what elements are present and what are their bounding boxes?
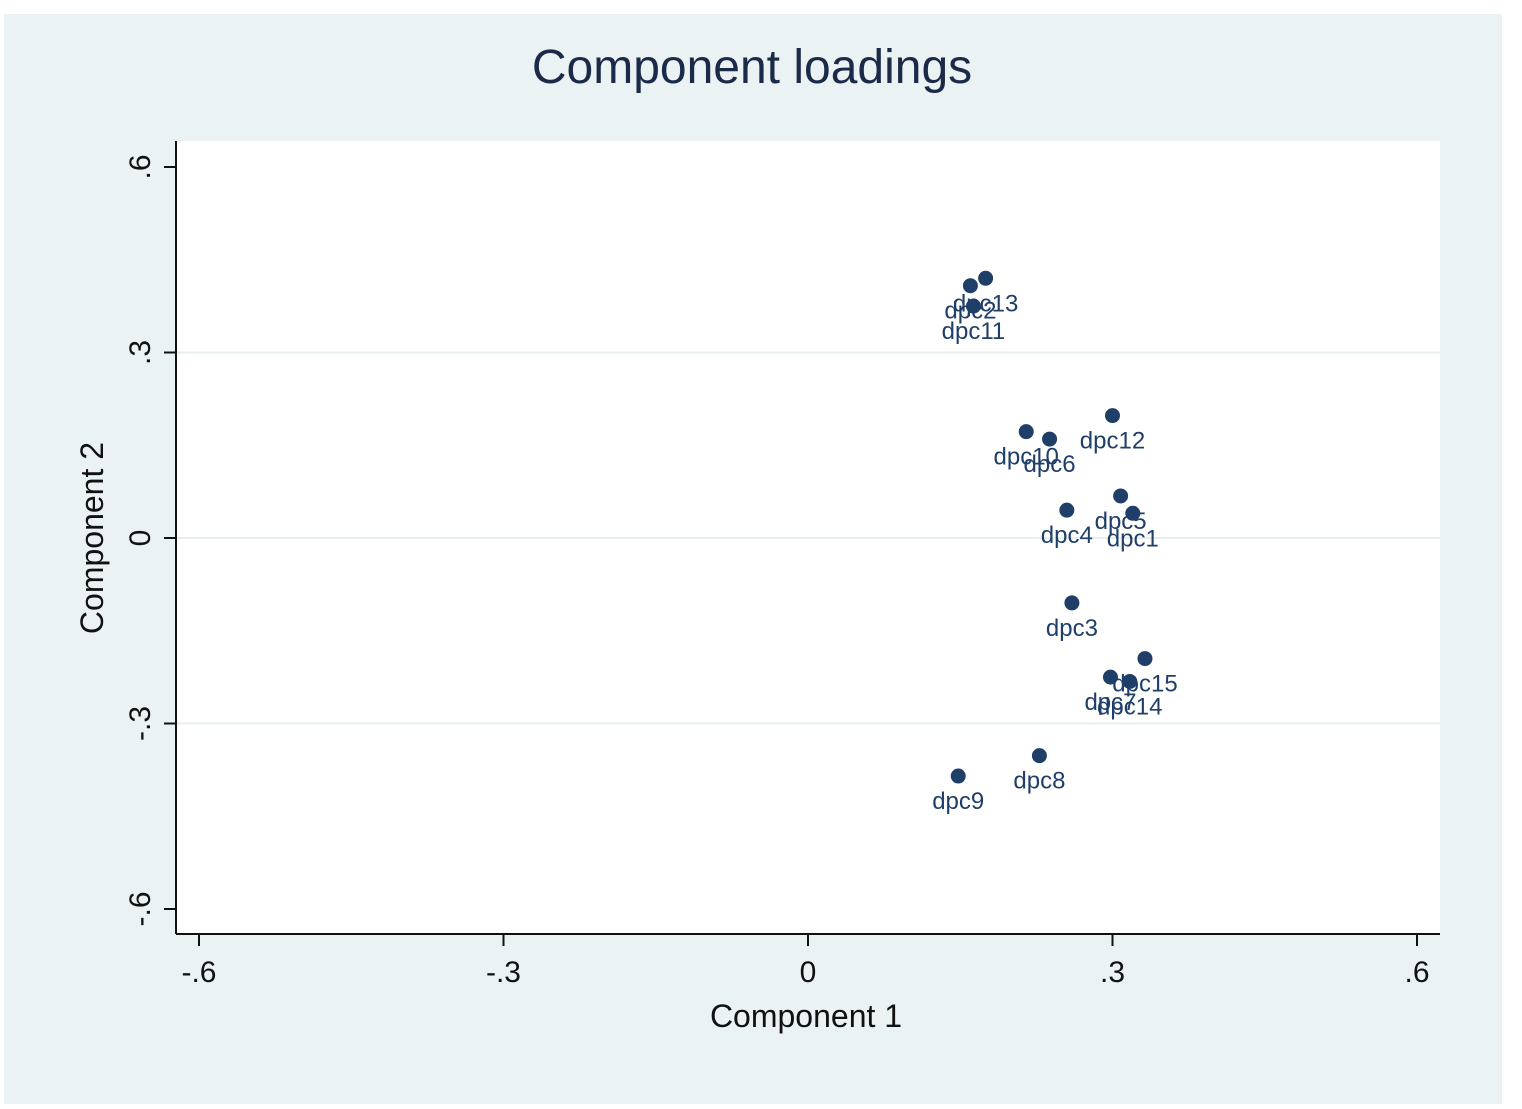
- point-label: dpc9: [932, 788, 984, 815]
- y-tick-label: -.3: [124, 706, 157, 741]
- y-tick-label: 0: [124, 530, 157, 547]
- data-point: [1102, 669, 1118, 685]
- point-label: dpc11: [942, 318, 1006, 345]
- point-label: dpc10: [994, 444, 1059, 471]
- point-label: dpc2: [944, 298, 996, 325]
- grid-lines: [176, 351, 1440, 725]
- point-label: dpc7: [1084, 689, 1136, 716]
- x-tick-label: .3: [1100, 956, 1125, 989]
- data-point: [962, 278, 978, 294]
- data-point: [950, 768, 966, 784]
- data-point: [1122, 673, 1138, 689]
- point-label: dpc3: [1046, 615, 1098, 642]
- point-label: dpc14: [1097, 693, 1162, 720]
- y-axis-title: Component 2: [74, 442, 110, 634]
- point-label: dpc13: [953, 290, 1018, 317]
- data-point: [978, 270, 994, 286]
- data-point: [1059, 502, 1075, 518]
- point-label: dpc6: [1024, 451, 1076, 478]
- data-point: [965, 298, 981, 314]
- x-tick-label: -.3: [486, 956, 521, 989]
- data-point: [1042, 431, 1058, 447]
- y-tick-label: -.6: [124, 891, 157, 926]
- x-tick-label: -.6: [181, 956, 216, 989]
- x-axis-title: Component 1: [710, 998, 902, 1034]
- data-point: [1018, 424, 1034, 440]
- x-tick-label: .6: [1404, 956, 1429, 989]
- chart-title: Component loadings: [531, 41, 973, 94]
- data-point: [1137, 651, 1153, 667]
- x-tick-label: 0: [800, 956, 817, 989]
- data-point: [1105, 408, 1120, 424]
- point-label: dpc8: [1013, 768, 1065, 795]
- y-tick-label: .3: [124, 340, 157, 365]
- tick-labels: -.6 -.3 0 .3 .6 -.6 -.3 0 .3 .6: [124, 154, 1430, 989]
- data-points: [950, 270, 1153, 784]
- point-label: dpc5: [1095, 508, 1147, 535]
- point-label: dpc15: [1112, 671, 1177, 698]
- data-point: [1064, 595, 1080, 611]
- y-tick-label: .6: [124, 154, 157, 179]
- point-label: dpc4: [1041, 522, 1093, 549]
- point-label: dpc1: [1107, 525, 1159, 552]
- data-point: [1113, 488, 1129, 504]
- data-point: [1031, 748, 1047, 764]
- data-point: [1125, 505, 1141, 521]
- point-label: dpc12: [1080, 428, 1145, 455]
- axes: [164, 141, 1440, 946]
